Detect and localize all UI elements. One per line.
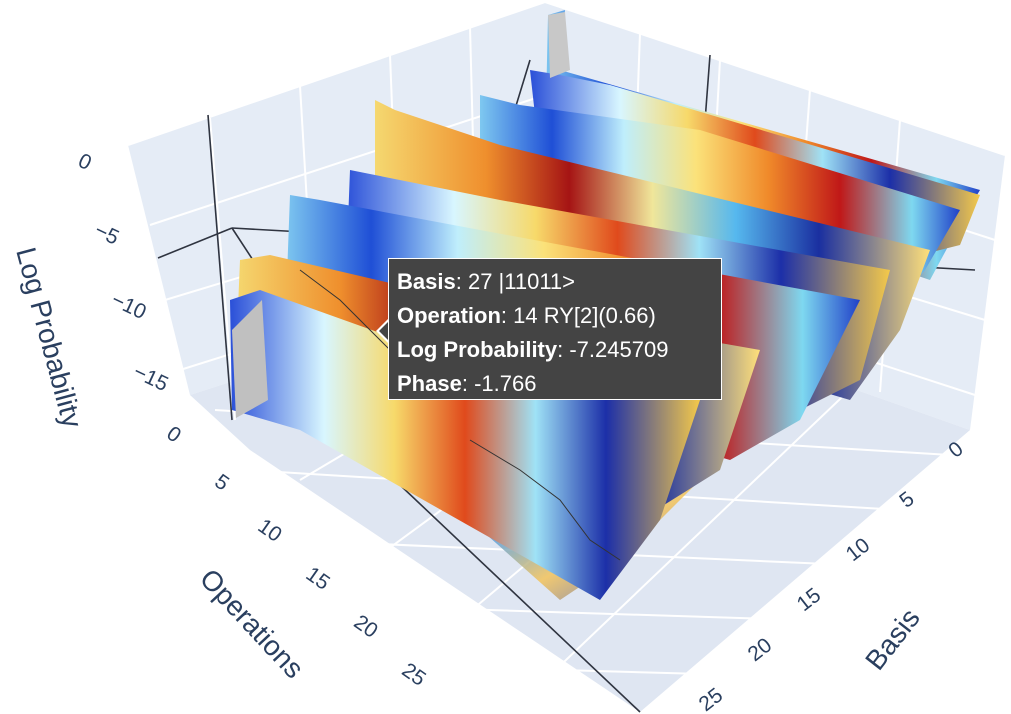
z-axis-title: Log Probability	[10, 244, 88, 431]
x-tick-label: 0	[944, 437, 967, 462]
hover-tooltip: Basis: 27 |11011> Operation: 14 RY[2](0.…	[388, 258, 722, 400]
surface-edge	[232, 300, 268, 418]
z-tick-label: −5	[91, 219, 122, 250]
x-tick-label: 20	[744, 634, 777, 667]
tooltip-operation-row: Operation: 14 RY[2](0.66)	[397, 303, 656, 328]
tooltip-operation-label: Operation	[397, 303, 501, 328]
tooltip-logprob-row: Log Probability: -7.245709	[397, 337, 669, 362]
x-tick-label: 10	[842, 534, 875, 567]
y-tick-label: 25	[398, 659, 430, 691]
tooltip-logprob-value: -7.245709	[569, 337, 669, 362]
x-tick-label: 15	[793, 584, 826, 617]
y-tick-label: 0	[162, 422, 185, 448]
y-tick-label: 5	[210, 470, 233, 496]
tooltip-operation-value: 14 RY[2](0.66)	[513, 303, 656, 328]
x-tick-label: 5	[895, 487, 918, 512]
z-tick-label: −10	[108, 288, 150, 324]
x-axis-title: Basis	[859, 603, 926, 676]
x-tick-label: 25	[695, 684, 728, 714]
y-tick-label: 15	[302, 563, 334, 595]
z-tick-label: 0	[75, 149, 95, 175]
tooltip-basis-value: 27 |11011>	[467, 269, 576, 294]
surface-edge	[548, 12, 570, 78]
tooltip-logprob-label: Log Probability	[397, 337, 558, 362]
y-axis-title: Operations	[194, 563, 310, 684]
tooltip-basis-row: Basis: 27 |11011>	[397, 269, 576, 294]
tooltip-phase-label: Phase	[397, 371, 462, 396]
z-tick-label: −15	[130, 360, 172, 396]
y-tick-label: 20	[350, 611, 382, 643]
surface-ribbon	[230, 290, 700, 600]
contour-line	[469, 439, 621, 561]
tooltip-basis-label: Basis	[397, 269, 456, 294]
hover-tooltip-pointer-inner	[379, 320, 390, 342]
tooltip-phase-row: Phase: -1.766	[397, 371, 537, 396]
tooltip-phase-value: -1.766	[474, 371, 537, 396]
y-tick-label: 10	[254, 515, 286, 547]
